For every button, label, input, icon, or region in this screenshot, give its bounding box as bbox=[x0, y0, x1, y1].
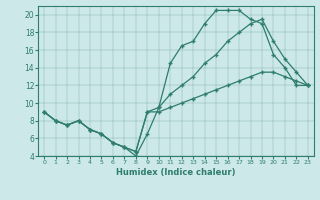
X-axis label: Humidex (Indice chaleur): Humidex (Indice chaleur) bbox=[116, 168, 236, 177]
